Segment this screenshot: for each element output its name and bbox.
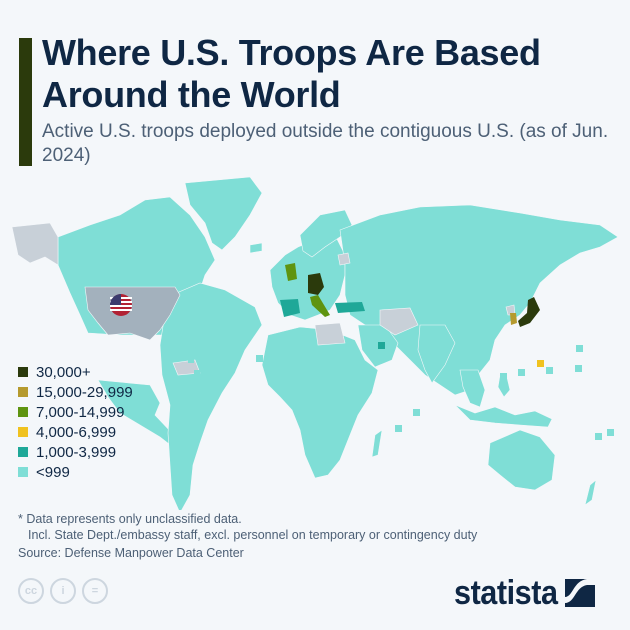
legend-item: <999 (18, 462, 133, 482)
source-note: Source: Defense Manpower Data Center (18, 546, 244, 560)
iran (379, 307, 419, 336)
us-flag-icon (110, 294, 132, 316)
title-accent-bar (19, 38, 32, 166)
legend-label: <999 (36, 463, 70, 481)
legend-item: 15,000-29,999 (18, 382, 133, 402)
legend-swatch (18, 387, 28, 397)
statista-logo[interactable]: statista (454, 574, 596, 612)
us-mainland (84, 286, 181, 341)
southeast-asia (459, 369, 486, 408)
legend-label: 1,000-3,999 (36, 443, 117, 461)
footnote-line-1: * Data represents only unclassified data… (18, 512, 242, 526)
greenland (184, 176, 263, 251)
world-map (11, 176, 619, 510)
legend-item: 4,000-6,999 (18, 422, 133, 442)
legend-label: 30,000+ (36, 363, 91, 381)
india (417, 324, 456, 384)
libya (314, 322, 346, 346)
statista-wave-icon (565, 579, 596, 607)
scandinavia (299, 209, 353, 258)
footnote-line-2: Incl. State Dept./embassy staff, excl. p… (28, 528, 478, 542)
australia (487, 429, 556, 491)
africa (261, 326, 379, 479)
legend-label: 4,000-6,999 (36, 423, 117, 441)
legend-swatch (18, 367, 28, 377)
legend-item: 30,000+ (18, 362, 133, 382)
united-kingdom (285, 263, 297, 281)
turkey (335, 302, 365, 313)
guam-marker (537, 360, 544, 367)
new-zealand (584, 479, 597, 506)
legend-label: 15,000-29,999 (36, 383, 133, 401)
license-icons: cc i = (18, 578, 108, 604)
bahrain-marker (378, 342, 385, 349)
legend-swatch (18, 427, 28, 437)
italy (310, 295, 330, 317)
alaska (11, 222, 59, 266)
south-korea (510, 313, 517, 325)
germany (308, 273, 324, 295)
legend-item: 7,000-14,999 (18, 402, 133, 422)
iceland (249, 242, 263, 254)
japan (518, 297, 540, 327)
legend-label: 7,000-14,999 (36, 403, 125, 421)
legend-item: 1,000-3,999 (18, 442, 133, 462)
legend-swatch (18, 447, 28, 457)
belarus (337, 252, 351, 266)
chart-subtitle: Active U.S. troops deployed outside the … (42, 121, 609, 166)
attribution-icon[interactable]: i (50, 578, 76, 604)
south-america (159, 282, 263, 510)
legend-swatch (18, 467, 28, 477)
indonesia (454, 404, 553, 428)
chart-title: Where U.S. Troops Are Based Around the W… (42, 32, 541, 115)
footnotes: * Data represents only unclassified data… (18, 511, 477, 543)
legend-swatch (18, 407, 28, 417)
spain (280, 299, 300, 317)
madagascar (371, 429, 383, 458)
creative-commons-icon[interactable]: cc (18, 578, 44, 604)
no-derivatives-icon[interactable]: = (82, 578, 108, 604)
brand-name: statista (454, 574, 558, 612)
legend: 30,000+ 15,000-29,999 7,000-14,999 4,000… (18, 362, 133, 482)
